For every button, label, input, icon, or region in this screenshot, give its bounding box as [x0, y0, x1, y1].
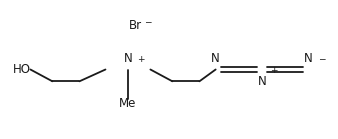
Text: −: −: [318, 55, 325, 64]
Text: N: N: [211, 52, 220, 65]
Text: N: N: [258, 75, 266, 88]
Text: Me: Me: [119, 97, 137, 110]
Text: +: +: [137, 55, 145, 64]
Text: N: N: [304, 52, 313, 65]
Text: N: N: [123, 52, 132, 65]
Text: HO: HO: [13, 63, 31, 76]
Text: Br: Br: [129, 18, 142, 32]
Text: +: +: [270, 66, 278, 75]
Text: −: −: [144, 17, 151, 26]
